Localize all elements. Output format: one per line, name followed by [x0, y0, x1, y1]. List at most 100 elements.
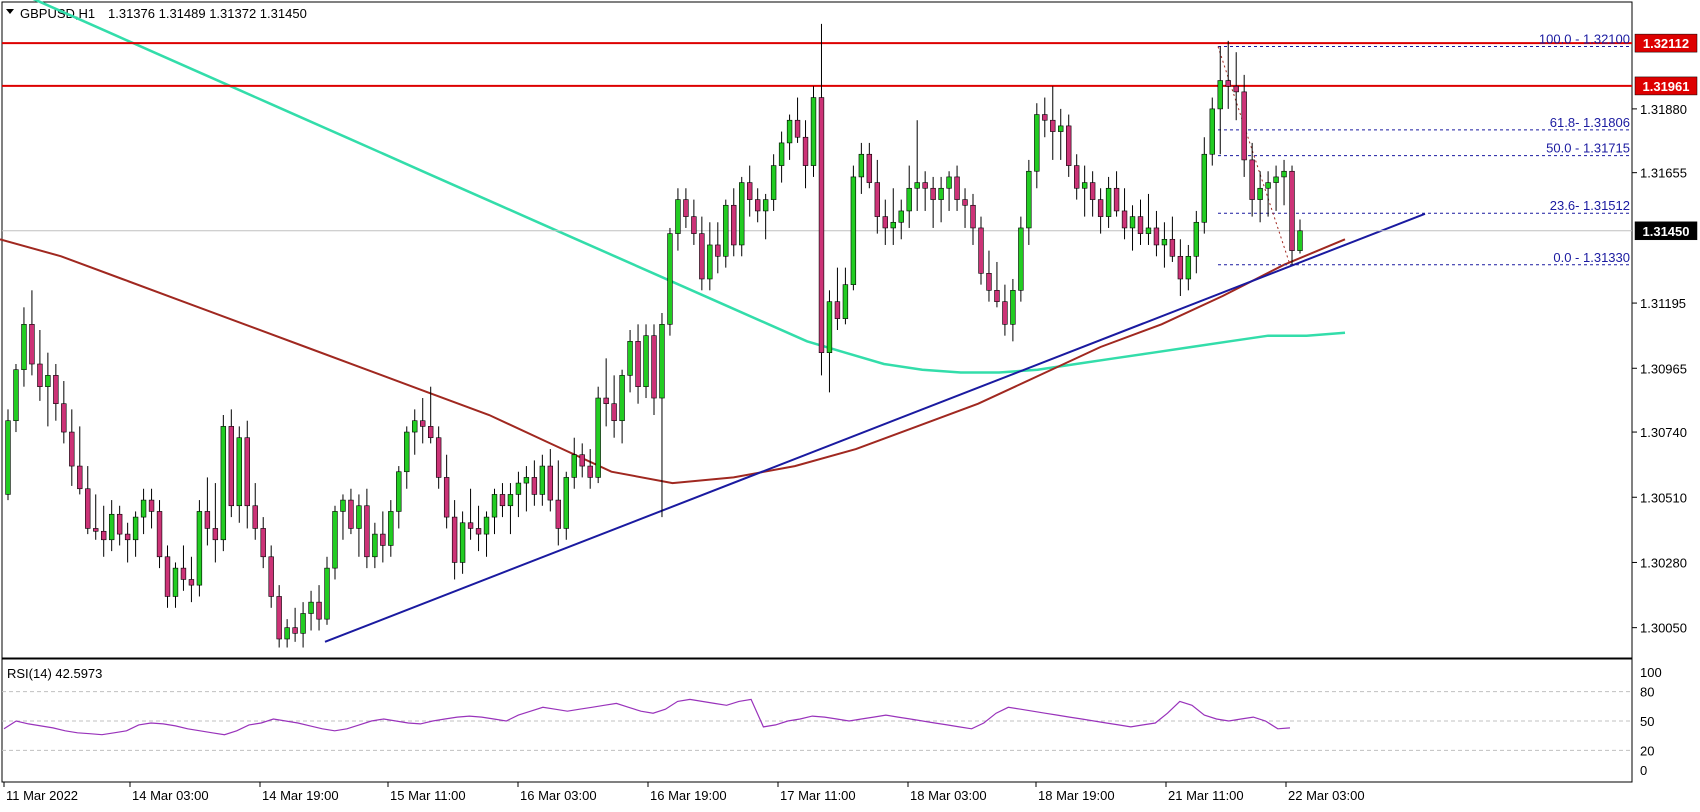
fib-level-label: 23.6- 1.31512	[1550, 198, 1630, 213]
bearish-candle	[802, 136, 809, 166]
bullish-candle	[459, 522, 466, 563]
time-axis-labels: 11 Mar 2022 14 Mar 03:00 14 Mar 19:00 15 Ma…	[3, 782, 1365, 803]
resistance-1-tag: 1.32112	[1643, 36, 1689, 51]
bullish-candle	[1129, 216, 1136, 229]
bearish-candle	[603, 397, 609, 405]
rsi-tick-label: 0	[1640, 763, 1647, 778]
price-tick-label: 1.31880	[1640, 102, 1687, 117]
bearish-candle	[380, 533, 386, 546]
bullish-candle	[1209, 108, 1215, 155]
bearish-candle	[1042, 114, 1048, 121]
ascending-trendline	[324, 212, 1426, 643]
bullish-candle	[132, 516, 139, 541]
bearish-candle	[427, 426, 434, 439]
bullish-candle	[826, 301, 833, 353]
bearish-candle	[180, 567, 187, 580]
bearish-candle	[747, 182, 753, 200]
bearish-candle	[164, 556, 171, 597]
bullish-candle	[1026, 170, 1032, 229]
bullish-candle	[1034, 114, 1040, 172]
bearish-candle	[93, 528, 99, 532]
bullish-candle	[659, 324, 665, 399]
bearish-candle	[1097, 199, 1104, 217]
time-tick-label: 11 Mar 2022	[6, 788, 78, 803]
bearish-candle	[547, 465, 554, 501]
bullish-candle	[220, 426, 227, 541]
bullish-candle	[1105, 187, 1112, 217]
bullish-candle	[1018, 227, 1024, 291]
fibonacci-layer: 100.0 - 1.32100 61.8- 1.31806 50.0 - 1.317…	[1217, 32, 1632, 266]
bearish-candle	[29, 324, 35, 365]
bullish-candle	[858, 153, 865, 178]
bullish-candle	[1273, 176, 1279, 183]
bullish-candle	[1185, 255, 1192, 280]
rsi-line	[3, 698, 1291, 736]
bearish-candle	[451, 516, 458, 563]
time-tick-label: 15 Mar 11:00	[390, 788, 466, 803]
bullish-candle	[284, 627, 290, 640]
bearish-candle	[101, 530, 107, 541]
bullish-candle	[595, 397, 601, 478]
bullish-candle	[762, 199, 769, 212]
bearish-candle	[611, 403, 617, 422]
bearish-candle	[77, 465, 83, 490]
bearish-candle	[1121, 210, 1128, 229]
bearish-candle	[204, 511, 211, 529]
bearish-candle	[1153, 227, 1160, 246]
bearish-candle	[316, 601, 322, 620]
bearish-candle	[635, 341, 641, 387]
trendline-layer	[324, 212, 1426, 643]
bearish-candle	[85, 488, 91, 529]
bullish-candle	[507, 494, 514, 507]
bearish-candle	[978, 227, 984, 274]
bullish-candle	[5, 420, 11, 495]
bullish-candle	[396, 471, 402, 512]
bullish-candle	[108, 513, 115, 541]
fib-anchor-line	[1217, 46, 1291, 265]
price-tick-label: 1.30740	[1640, 425, 1687, 440]
bullish-candle	[388, 511, 394, 546]
bearish-candle	[244, 437, 250, 507]
fib-level-label: 100.0 - 1.32100	[1539, 32, 1630, 47]
bearish-candle	[1249, 159, 1255, 200]
bearish-candle	[1073, 165, 1080, 189]
resistance-layer	[2, 42, 1632, 232]
rsi-tick-label: 100	[1640, 665, 1662, 680]
time-tick-label: 16 Mar 19:00	[650, 788, 727, 803]
price-tick-label: 1.30280	[1640, 555, 1687, 570]
bearish-candle	[699, 233, 705, 280]
bullish-candle	[619, 375, 625, 422]
bullish-candle	[946, 176, 952, 189]
bearish-candle	[37, 363, 43, 387]
bearish-candle	[364, 505, 370, 558]
bearish-candle	[794, 119, 801, 138]
resistance-2-tag-box	[1634, 76, 1698, 96]
bearish-candle	[1225, 80, 1231, 87]
bullish-candle	[140, 499, 147, 518]
bearish-candle	[420, 420, 426, 427]
time-tick-label: 18 Mar 19:00	[1038, 788, 1115, 803]
bullish-candle	[300, 613, 306, 634]
bearish-candle	[475, 528, 482, 535]
time-tick-label: 14 Mar 03:00	[132, 788, 209, 803]
bearish-candle	[260, 528, 266, 558]
bearish-candle	[61, 403, 67, 433]
bearish-candle	[994, 290, 1000, 302]
bearish-candle	[930, 187, 936, 200]
bearish-candle	[1050, 119, 1056, 132]
bearish-candle	[954, 176, 960, 200]
bullish-candle	[667, 233, 673, 325]
time-tick-label: 18 Mar 03:00	[910, 788, 987, 803]
bearish-candle	[1233, 85, 1239, 93]
bearish-candle	[691, 216, 697, 234]
bearish-candle	[116, 513, 123, 535]
bearish-candle	[1089, 182, 1096, 200]
bullish-candle	[515, 482, 522, 495]
bearish-candle	[1177, 255, 1184, 280]
ma-slow-line	[0, 238, 1346, 485]
bullish-candle	[340, 499, 346, 512]
bearish-candle	[555, 499, 561, 529]
bearish-candle	[348, 499, 354, 529]
bullish-candle	[1193, 221, 1200, 257]
dropdown-icon[interactable]	[6, 9, 14, 14]
